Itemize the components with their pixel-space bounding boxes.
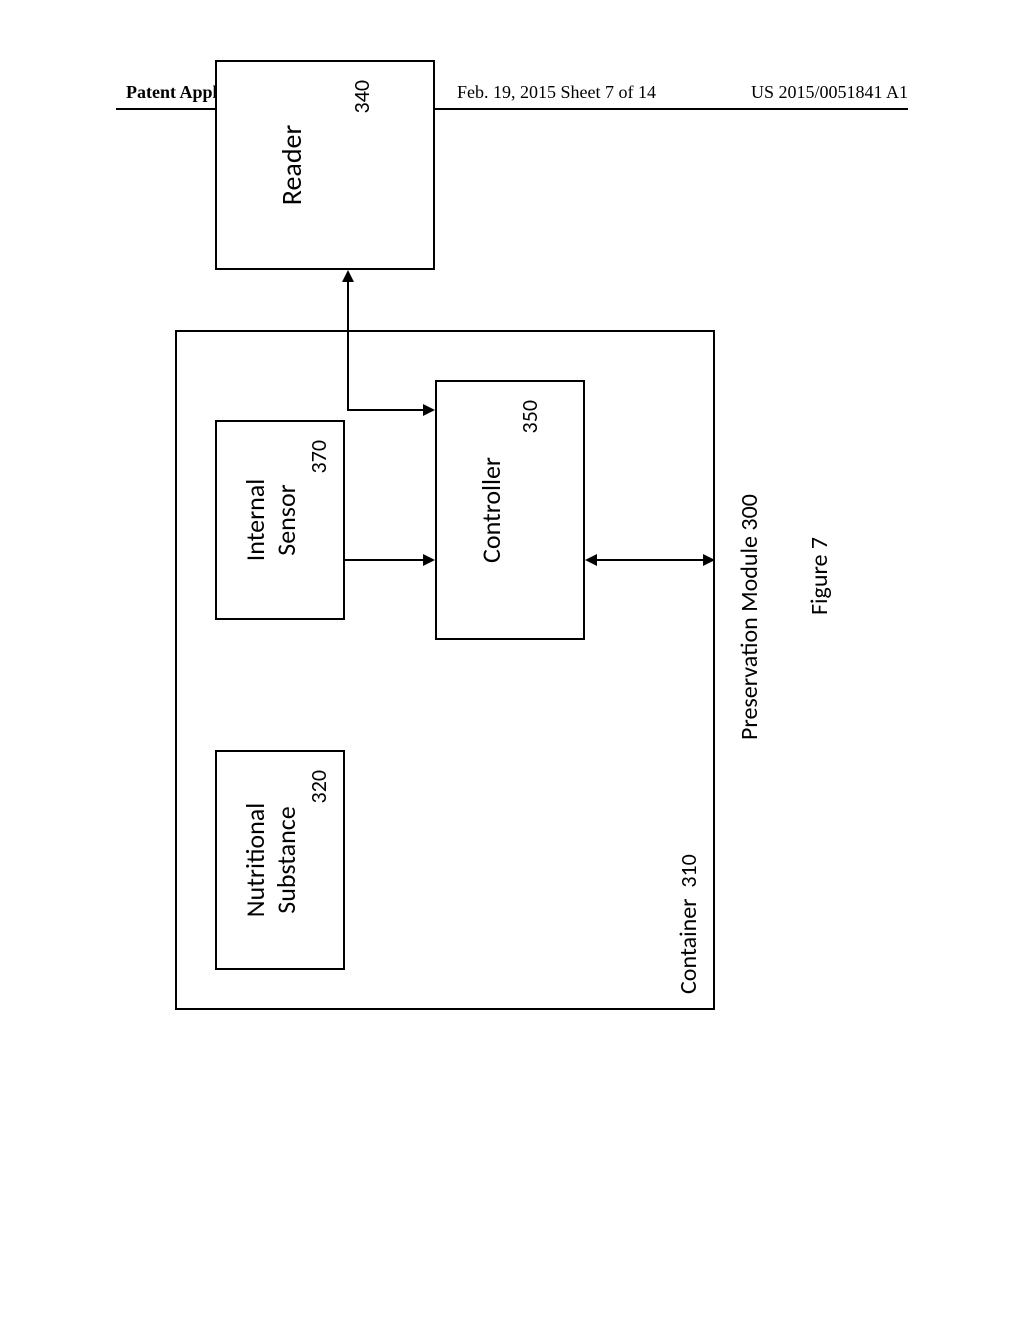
module-label-text: Preservation Module 300 [735, 494, 764, 740]
arrow-head-reader-down [423, 404, 435, 416]
arrow-head-ctrl-up [585, 554, 597, 566]
reader-box: Reader 340 [215, 60, 435, 270]
page: Patent Application Publication Feb. 19, … [0, 0, 1024, 1320]
figure-label-text: Figure 7 [805, 537, 834, 615]
controller-number: 350 [517, 382, 543, 433]
arrow-controller-reader-h [347, 282, 349, 411]
controller-box: Controller 350 [435, 380, 585, 640]
header-right: US 2015/0051841 A1 [751, 82, 908, 103]
controller-title: Controller [476, 457, 507, 563]
container-label: Container 310 [674, 854, 703, 994]
sensor-number: 370 [306, 422, 332, 473]
header-center: Feb. 19, 2015 Sheet 7 of 14 [457, 82, 656, 103]
sensor-line1: Internal [240, 479, 271, 561]
container-number: 310 [675, 854, 702, 887]
arrow-head-ctrl-down [703, 554, 715, 566]
sensor-line2: Sensor [271, 484, 302, 556]
figure-label: Figure 7 [805, 537, 834, 615]
preservation-module-label: Preservation Module 300 [735, 494, 764, 740]
nutritional-number: 320 [306, 752, 332, 803]
diagram-canvas: Container 310 Nutritional Substance 320 … [15, 310, 1015, 1010]
arrow-controller-container [597, 559, 703, 561]
arrow-controller-reader-v [347, 409, 433, 411]
arrow-sensor-to-controller [345, 559, 423, 561]
container-title: Container [674, 898, 703, 994]
reader-number: 340 [349, 62, 375, 113]
nutritional-line2: Substance [271, 806, 302, 913]
internal-sensor-box: Internal Sensor 370 [215, 420, 345, 620]
reader-title: Reader [275, 125, 309, 205]
page-header: Patent Application Publication Feb. 19, … [0, 82, 1024, 103]
arrow-head-sensor-to-controller [423, 554, 435, 566]
nutritional-line1: Nutritional [240, 803, 271, 917]
arrow-head-reader-right [342, 270, 354, 282]
nutritional-substance-box: Nutritional Substance 320 [215, 750, 345, 970]
